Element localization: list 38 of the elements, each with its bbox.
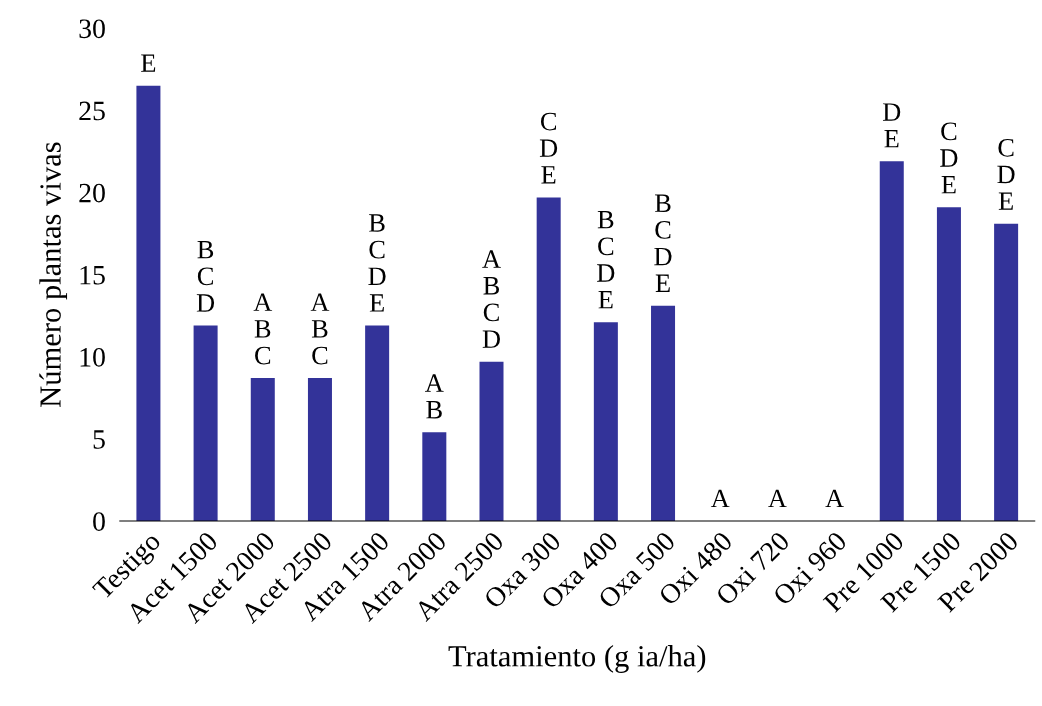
y-tick-label: 30 — [79, 19, 105, 39]
bar — [536, 197, 561, 522]
bar — [479, 361, 504, 522]
y-tick-label: 5 — [93, 430, 105, 449]
annotation: C D E — [997, 138, 1015, 210]
annotation: B C D E — [654, 194, 672, 292]
bar — [422, 432, 447, 522]
bar — [994, 223, 1019, 522]
annotation: A B C — [253, 293, 273, 365]
annotation: A B C D — [482, 250, 501, 348]
y-axis-title: Número plantas vivas — [39, 142, 68, 407]
y-tick-label: 20 — [79, 183, 105, 203]
annotation: E — [141, 54, 156, 72]
annotation: B C D — [196, 240, 215, 312]
annotation: A B C — [310, 293, 330, 365]
bar — [593, 322, 618, 522]
y-tick-label: 15 — [80, 265, 105, 285]
bar — [307, 378, 332, 522]
bar — [250, 378, 275, 522]
x-axis-title: Tratamiento (g ia/ha) — [448, 645, 706, 673]
y-tick-label: 25 — [79, 101, 105, 121]
annotation: A B — [425, 374, 444, 419]
bar — [879, 161, 904, 522]
annotation: C D E — [940, 122, 958, 194]
bar — [365, 325, 390, 522]
annotation: A — [825, 489, 844, 508]
bar — [651, 305, 676, 522]
bar — [193, 325, 218, 522]
annotation: D E — [882, 103, 901, 148]
bar — [936, 207, 961, 522]
y-tick-label: 0 — [93, 512, 105, 531]
annotation: B C D E — [597, 211, 615, 309]
annotation: A — [710, 489, 730, 508]
y-tick-label: 10 — [80, 347, 105, 367]
annotation: C D E — [539, 112, 558, 184]
bar — [136, 85, 161, 522]
annotation: A — [768, 489, 787, 508]
annotation: B C D E — [368, 214, 386, 312]
